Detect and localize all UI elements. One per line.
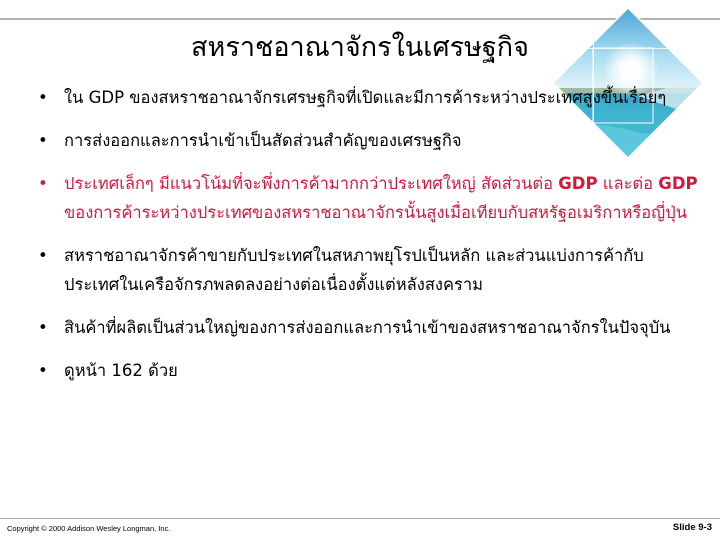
bullet-dot: • (38, 246, 48, 265)
bullet-text: สินค้าที่ผลิตเป็นส่วนใหญ่ของการส่งออกและ… (64, 318, 671, 337)
beach-photo-graphic (551, 6, 705, 160)
bullet-dot: • (38, 174, 48, 193)
bullet-item: • ดูหน้า 162 ด้วย (38, 356, 698, 385)
gdp-emphasis: GDP (658, 174, 698, 193)
bullet-text: ใน GDP ของสหราชอาณาจักรเศรษฐกิจที่เปิดแล… (64, 88, 667, 107)
bullet-text: และต่อ (597, 174, 659, 193)
slide-title: สหราชอาณาจักรในเศรษฐกิจ (191, 32, 529, 63)
slide-number: Slide 9-3 (672, 522, 712, 533)
bullet-item: • ใน GDP ของสหราชอาณาจักรเศรษฐกิจที่เปิด… (38, 83, 698, 112)
bullet-item: • สินค้าที่ผลิตเป็นส่วนใหญ่ของการส่งออกแ… (38, 313, 698, 342)
bullet-text: สหราชอาณาจักรค้าขายกับประเทศในสหภาพยุโรป… (64, 246, 644, 294)
bullet-text: ดูหน้า 162 ด้วย (64, 361, 178, 380)
bullet-item: • สหราชอาณาจักรค้าขายกับประเทศในสหภาพยุโ… (38, 241, 698, 299)
bullet-text: ประเทศเล็กๆ มีแนวโน้มที่จะพึ่งการค้ามากก… (64, 174, 559, 193)
top-rule (0, 18, 720, 20)
bullet-dot: • (38, 361, 48, 380)
copyright-text: Copyright © 2000 Addison Wesley Longman,… (7, 524, 171, 533)
gdp-emphasis: GDP (558, 174, 598, 193)
bullet-dot: • (38, 318, 48, 337)
bullet-item-highlighted: • ประเทศเล็กๆ มีแนวโน้มที่จะพึ่งการค้ามา… (38, 169, 698, 227)
bottom-rule (0, 518, 720, 519)
bullet-item: • การส่งออกและการนำเข้าเป็นสัดส่วนสำคัญข… (38, 126, 698, 155)
bullet-dot: • (38, 88, 48, 107)
bullet-text: ของการค้าระหว่างประเทศของสหราชอาณาจักรนั… (64, 203, 687, 222)
bullet-dot: • (38, 131, 48, 150)
beach-diamond-photo (551, 6, 705, 160)
bullet-list: • ใน GDP ของสหราชอาณาจักรเศรษฐกิจที่เปิด… (38, 83, 698, 399)
bullet-text: การส่งออกและการนำเข้าเป็นสัดส่วนสำคัญของ… (64, 131, 462, 150)
